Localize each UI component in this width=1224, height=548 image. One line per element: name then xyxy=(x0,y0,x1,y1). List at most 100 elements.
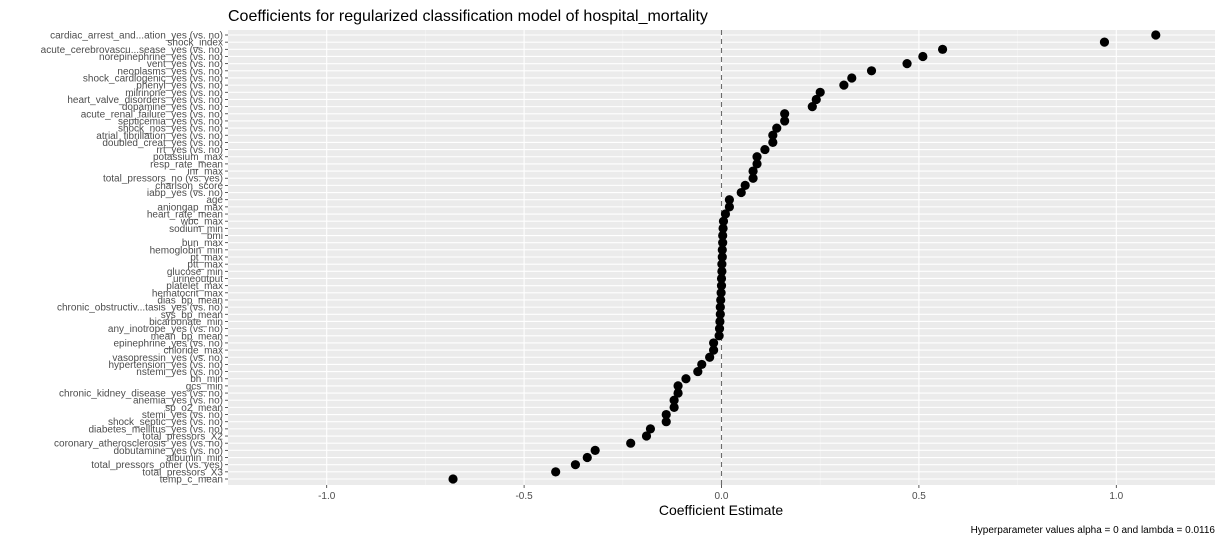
caption: Hyperparameter values alpha = 0 and lamb… xyxy=(971,525,1216,536)
y-tick-labels: cardiac_arrest_and...ation_yes (vs. no) s… xyxy=(41,31,228,486)
data-point xyxy=(716,281,727,291)
data-point xyxy=(748,173,758,183)
x-axis-label: Coefficient Estimate xyxy=(659,502,783,518)
data-point xyxy=(669,395,679,405)
data-point xyxy=(768,130,778,140)
y-tick-label: acute_cerebrovascu...sease_yes (vs. no) xyxy=(41,45,223,56)
y-tick-label: sys_bp_mean xyxy=(161,310,223,321)
data-point xyxy=(918,51,928,62)
data-point xyxy=(720,209,731,219)
y-tick-label: urineoutput xyxy=(173,274,223,285)
data-point xyxy=(645,424,656,434)
x-tick-label: -1.0 xyxy=(318,491,336,502)
y-tick-label: neoplasms_yes (vs. no) xyxy=(117,66,223,77)
data-point xyxy=(714,331,724,341)
data-point xyxy=(697,359,707,370)
y-tick-label: shock_nos_yes (vs. no) xyxy=(118,124,223,135)
y-tick-label: aniongap_max xyxy=(157,202,223,213)
data-point xyxy=(661,417,671,427)
data-point xyxy=(448,474,458,484)
data-point xyxy=(715,309,725,319)
data-point xyxy=(716,295,726,305)
data-point xyxy=(673,381,683,391)
data-point xyxy=(724,195,734,205)
data-point xyxy=(582,452,592,463)
y-tick-label: glucose_min xyxy=(167,267,223,278)
y-tick-label: potassium_max xyxy=(153,152,223,163)
y-tick-label: atrial_fibrillation_yes (vs. no) xyxy=(96,131,223,142)
y-tick-label: total_pressors_X2 xyxy=(142,432,223,443)
data-point xyxy=(780,109,790,119)
y-tick-label: bun_max xyxy=(182,238,223,249)
data-point xyxy=(718,238,728,248)
y-tick-label: diabetes_mellitus_yes (vs. no) xyxy=(88,424,223,435)
y-tick-label: stemi_yes (vs. no) xyxy=(142,410,223,421)
y-tick-label: charlson_score xyxy=(155,181,223,192)
x-tick-label: 1.0 xyxy=(1109,491,1123,502)
data-point xyxy=(866,66,877,76)
data-point xyxy=(673,388,683,398)
y-tick-label: acute_renal_failure_yes (vs. no) xyxy=(81,109,223,120)
y-tick-label: anemia_yes (vs. no) xyxy=(133,396,223,407)
data-point xyxy=(551,467,561,477)
y-tick-label: sp_o2_mean xyxy=(165,403,223,414)
x-tick-label: -0.5 xyxy=(515,491,533,502)
data-point xyxy=(847,73,857,83)
y-tick-label: hemoglobin_min xyxy=(150,245,223,256)
data-point xyxy=(709,345,719,355)
data-point xyxy=(717,259,727,269)
y-tick-label: pt_max xyxy=(190,253,223,264)
y-tick-label: total_pressors_other (vs. yes) xyxy=(91,460,223,471)
y-tick-label: iabp_yes (vs. no) xyxy=(147,188,223,199)
data-point xyxy=(1099,37,1110,47)
y-tick-label: epinephrine_yes (vs. no) xyxy=(113,338,223,349)
points-layer xyxy=(448,30,1161,484)
x-tick-label: 0.5 xyxy=(912,491,926,502)
y-tick-label: chronic_obstructiv...tasis_yes (vs. no) xyxy=(57,303,223,314)
y-tick-label: gcs_min xyxy=(186,381,223,392)
data-point xyxy=(709,338,719,348)
y-tick-label: septicemia_yes (vs. no) xyxy=(118,116,223,127)
y-tick-label: hypertension_yes (vs. no) xyxy=(108,360,223,371)
y-tick-label: temp_c_mean xyxy=(160,475,223,486)
y-tick-label: sodium_min xyxy=(169,224,223,235)
data-point xyxy=(1151,30,1161,40)
data-point xyxy=(661,409,671,420)
data-point xyxy=(760,144,770,155)
data-point xyxy=(717,245,727,255)
data-point xyxy=(626,438,636,448)
data-point xyxy=(716,288,726,298)
y-tick-label: heart_valve_disorders_yes (vs. no) xyxy=(67,95,223,106)
data-point xyxy=(641,431,652,441)
data-point xyxy=(681,374,691,384)
data-point xyxy=(716,273,727,284)
y-tick-label: vasopressin_yes (vs. no) xyxy=(112,353,223,364)
data-point xyxy=(570,460,581,470)
data-point xyxy=(768,137,778,148)
y-tick-label: albumin_min xyxy=(166,453,223,464)
data-point xyxy=(740,180,750,190)
y-tick-label: doubled_creat_yes (vs. no) xyxy=(102,138,223,149)
data-point xyxy=(724,202,734,212)
y-tick-label: age xyxy=(206,195,223,206)
data-point xyxy=(715,316,725,327)
data-point xyxy=(718,223,728,233)
data-point xyxy=(748,166,758,176)
data-point xyxy=(717,252,727,262)
data-point xyxy=(839,80,849,90)
y-tick-label: milrinone_yes (vs. no) xyxy=(125,88,223,99)
x-tick-labels: -1.0 -0.5 0.0 0.5 1.0 xyxy=(318,485,1124,502)
y-tick-label: phenyl_yes (vs. no) xyxy=(136,81,223,92)
y-tick-label: chloride_max xyxy=(164,346,223,357)
y-tick-label: nstemi_yes (vs. no) xyxy=(136,367,223,378)
data-point xyxy=(590,445,600,455)
y-tick-label: dopamine_yes (vs. no) xyxy=(122,102,223,113)
data-point xyxy=(717,266,727,276)
x-tick-label: 0.0 xyxy=(715,491,729,502)
y-tick-label: bh_min xyxy=(190,374,223,385)
y-tick-label: cardiac_arrest_and...ation_yes (vs. no) xyxy=(50,31,223,42)
y-tick-label: shock_cardiogenic_yes (vs. no) xyxy=(83,73,223,84)
data-point xyxy=(902,59,912,69)
data-point xyxy=(752,152,762,162)
